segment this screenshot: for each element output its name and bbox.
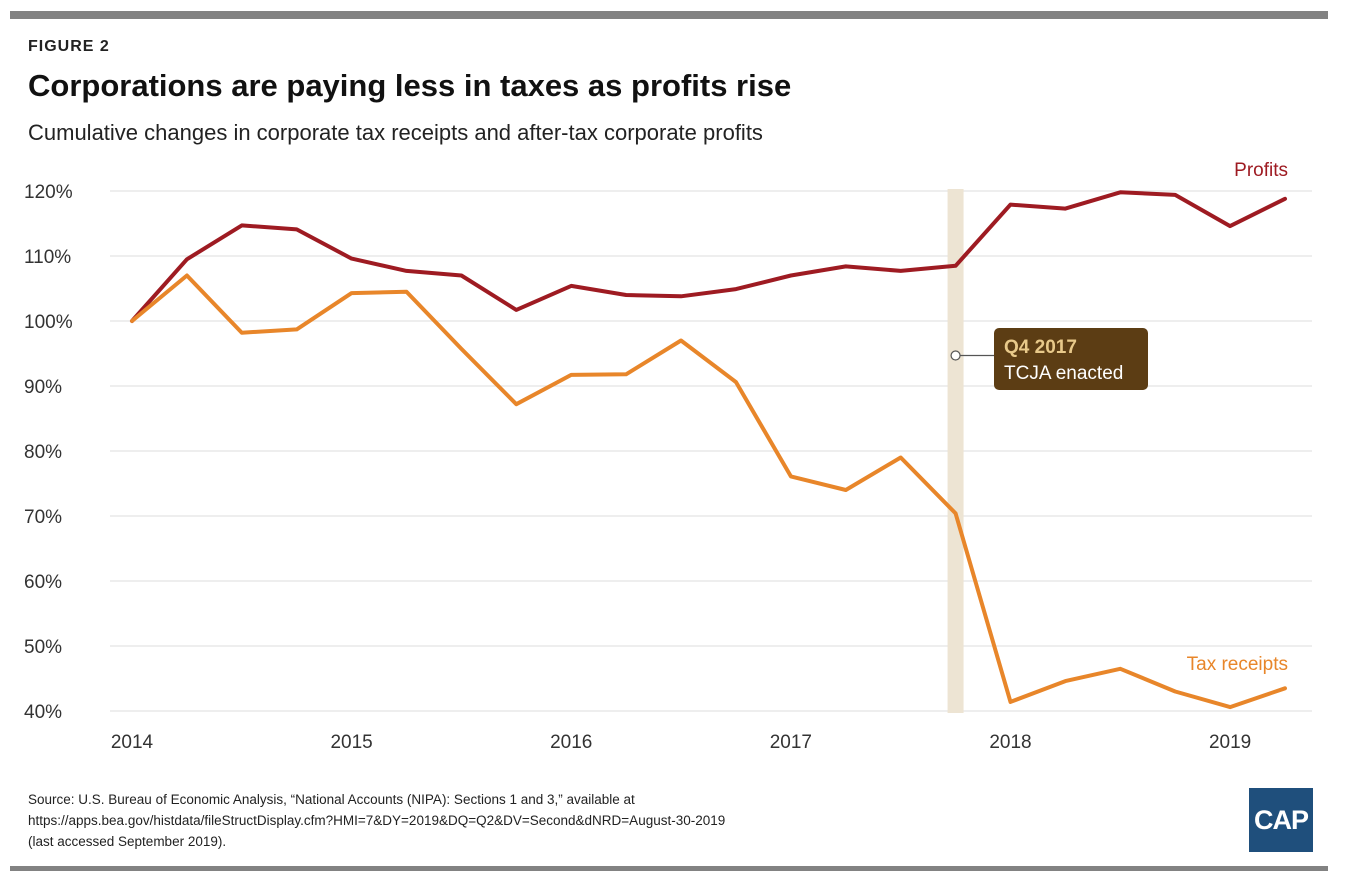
source-note: Source: U.S. Bureau of Economic Analysis… <box>28 789 1028 852</box>
y-tick-label: 60% <box>24 572 62 593</box>
y-tick-label: 40% <box>24 702 62 723</box>
annotation-title: Q4 2017 <box>1004 337 1077 358</box>
y-tick-label: 110% <box>24 247 71 268</box>
x-axis: 2014 2015 2016 2017 2018 2019 <box>111 732 1251 753</box>
x-tick-label: 2014 <box>111 732 154 753</box>
source-line-1: Source: U.S. Bureau of Economic Analysis… <box>28 792 635 807</box>
series-lines <box>130 190 1287 710</box>
x-tick-label: 2017 <box>770 732 812 753</box>
y-tick-label: 90% <box>24 377 62 398</box>
series-labels: Profits Tax receipts <box>1187 160 1288 675</box>
tax-receipts-label: Tax receipts <box>1187 654 1288 675</box>
profits-label: Profits <box>1234 160 1288 181</box>
annotation-marker <box>950 350 961 361</box>
chart-title: Corporations are paying less in taxes as… <box>28 68 792 103</box>
y-tick-label: 70% <box>24 507 62 528</box>
x-tick-label: 2016 <box>550 732 592 753</box>
annotation-text: TCJA enacted <box>1004 363 1123 384</box>
x-tick-label: 2018 <box>989 732 1031 753</box>
chart-subtitle: Cumulative changes in corporate tax rece… <box>28 120 763 145</box>
annotation-box <box>994 328 1148 390</box>
y-tick-label: 120% <box>24 182 73 203</box>
y-tick-label: 100% <box>24 312 73 333</box>
x-tick-label: 2019 <box>1209 732 1251 753</box>
x-tick-label: 2015 <box>330 732 372 753</box>
source-line-3: (last accessed September 2019). <box>28 834 227 849</box>
source-line-2: https://apps.bea.gov/histdata/fileStruct… <box>28 813 726 828</box>
y-tick-label: 80% <box>24 442 62 463</box>
annotation: Q4 2017 TCJA enacted <box>950 328 1148 390</box>
y-tick-label: 50% <box>24 637 62 658</box>
top-rule <box>10 11 1328 19</box>
cap-logo: CAP <box>1249 788 1313 852</box>
bottom-rule <box>10 866 1328 871</box>
profits-line <box>130 190 1287 323</box>
gridlines <box>110 190 1312 712</box>
y-axis: 40% 50% 60% 70% 80% 90% 100% 110% 120% <box>24 182 73 723</box>
highlight-band-group <box>947 189 964 713</box>
figure-label: FIGURE 2 <box>28 38 110 55</box>
tcja-highlight-band <box>947 189 964 713</box>
tax-receipts-line <box>130 273 1287 710</box>
